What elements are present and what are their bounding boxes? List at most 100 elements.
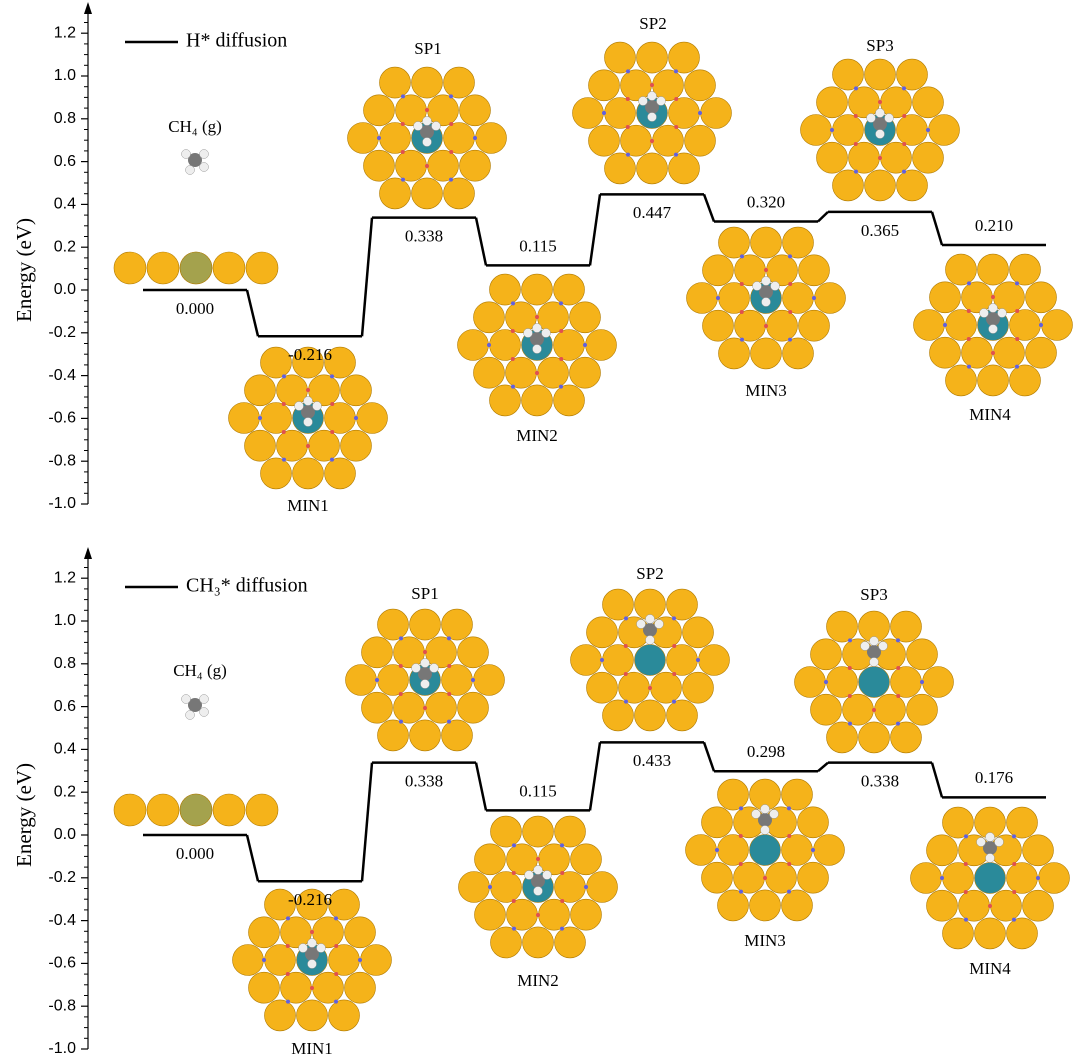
atom [292,346,324,379]
y-axis-label: Energy (eV) [12,763,36,867]
atom [570,644,602,676]
hydrogen [294,401,304,411]
atom [506,843,538,876]
dot [560,871,565,875]
atom [441,608,473,641]
atom [586,616,618,649]
dot [560,899,565,903]
atom [686,282,718,314]
dot [560,843,564,848]
atom [896,169,928,202]
atom [538,843,570,876]
atom [212,251,246,285]
atom [652,69,684,102]
y-axis-label: Energy (eV) [12,218,36,322]
dot [812,296,816,300]
dot [281,402,286,406]
atom [345,664,377,696]
dot [991,351,995,355]
cluster-image [800,58,960,202]
value-label: 0.433 [633,751,671,770]
atom [620,69,652,102]
carbon [643,623,657,637]
hydrogen [985,832,995,842]
slab-image [113,694,279,827]
atom [379,122,411,154]
atom [813,834,845,866]
carbon [301,405,315,419]
y-tick-label: -0.6 [48,955,76,972]
atom [749,834,781,866]
dot [787,889,791,894]
hydrogen [199,707,209,717]
hydrogen [181,694,191,704]
connector [702,741,716,772]
atom [826,721,858,754]
atom [842,693,874,726]
connector [930,762,944,798]
y-tick-label: 0.4 [54,741,76,758]
atom [264,888,296,921]
dot [536,857,540,861]
dot [354,416,358,420]
atom [570,898,602,931]
atom [797,806,829,839]
atom [816,86,848,119]
atom [340,374,372,407]
atom [179,793,213,827]
hydrogen [761,297,771,307]
dot [536,913,540,917]
atom [864,58,896,91]
atom [718,282,750,314]
dot [943,323,947,327]
legend-label: H* diffusion [186,30,287,52]
value-label: 0.338 [405,227,443,246]
atom [798,309,830,342]
hydrogen [875,108,885,118]
dot [334,972,339,976]
atom [634,644,666,676]
connector [588,742,602,811]
dot [896,721,900,726]
axis-arrow [84,2,92,14]
carbon [530,332,544,346]
cluster-image [458,815,618,959]
atom [537,301,569,334]
atom [682,671,714,704]
hydrogen [413,121,423,131]
dot [262,958,266,962]
state-label: MIN1 [287,496,329,515]
dot [966,337,971,341]
atom [701,806,733,839]
dot [1012,834,1016,839]
atom [356,402,388,434]
cluster-image [457,273,617,417]
dot [648,686,652,690]
atom [521,384,553,417]
atom [280,916,312,949]
dot [963,890,968,894]
atom [296,888,328,921]
atom [569,356,601,389]
dot [377,136,381,140]
cluster-image [913,253,1073,397]
hydrogen [532,323,542,333]
connector [930,211,944,246]
atom [832,114,864,146]
state-label: SP3 [860,585,887,604]
y-tick-label: -0.8 [48,452,76,469]
atom [296,999,328,1032]
atom [260,402,292,434]
atom [910,862,942,894]
value-label: 0.000 [176,299,214,318]
dot [306,444,310,448]
dot [940,876,944,880]
dot [512,843,516,848]
atom [474,898,506,931]
atom [522,926,554,959]
dot [672,616,676,621]
dot [559,357,564,361]
value-label: 0.176 [975,768,1013,787]
atom [441,719,473,752]
dot [330,430,335,434]
